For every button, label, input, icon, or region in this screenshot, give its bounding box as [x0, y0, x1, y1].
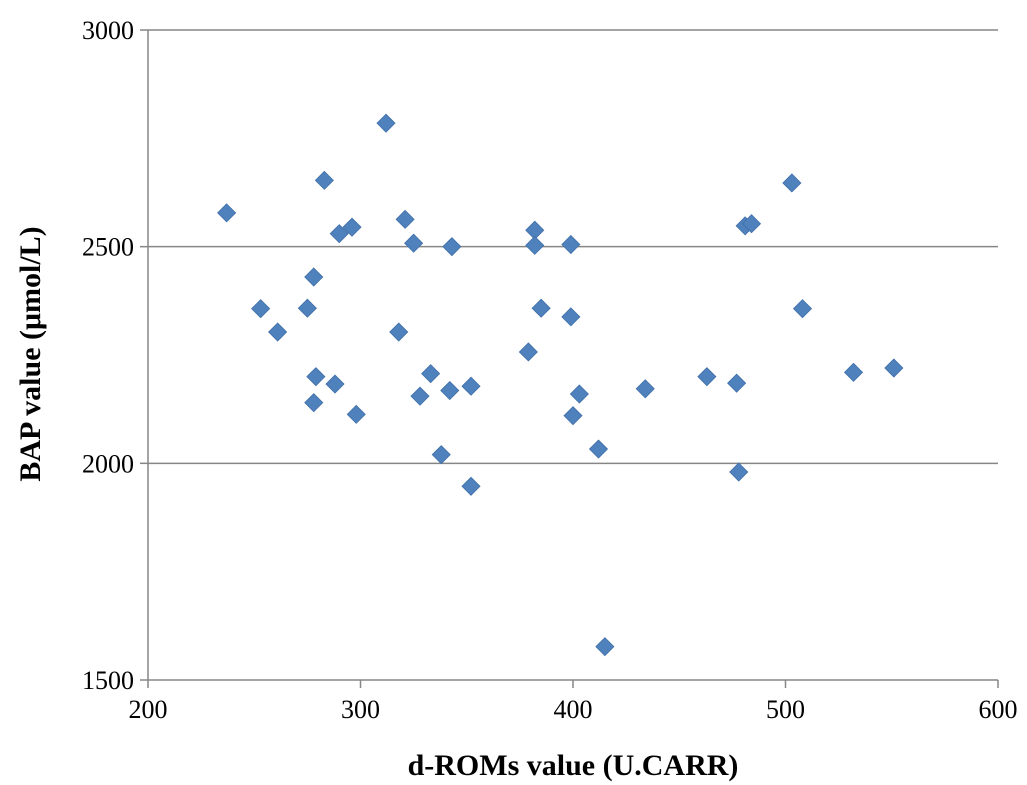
- data-point: [792, 299, 813, 319]
- y-tick-label: 2000: [82, 449, 134, 478]
- x-axis-title: d-ROMs value (U.CARR): [408, 749, 739, 782]
- data-point: [389, 322, 409, 342]
- data-point: [782, 173, 802, 193]
- data-point: [741, 214, 762, 234]
- data-point: [421, 364, 441, 384]
- data-point: [217, 203, 237, 223]
- data-point: [251, 299, 271, 319]
- data-points: [217, 113, 904, 657]
- y-tick-label: 3000: [82, 16, 134, 45]
- data-point: [729, 462, 749, 482]
- data-point: [306, 367, 326, 387]
- data-point: [342, 217, 362, 237]
- data-point: [297, 298, 317, 318]
- x-tick-label: 300: [341, 695, 380, 724]
- data-point: [635, 379, 655, 399]
- data-point: [531, 298, 551, 318]
- data-point: [563, 406, 583, 426]
- data-point: [461, 376, 481, 396]
- data-point: [727, 373, 747, 393]
- data-point: [314, 170, 334, 190]
- data-point: [440, 380, 460, 401]
- data-point: [588, 439, 609, 459]
- data-point: [518, 342, 538, 362]
- data-point: [404, 233, 424, 253]
- x-tick-label: 600: [979, 695, 1018, 724]
- x-tick-label: 200: [129, 695, 168, 724]
- data-point: [395, 209, 415, 229]
- data-point: [561, 234, 581, 255]
- data-point: [431, 445, 451, 465]
- data-point: [410, 386, 430, 406]
- y-axis-title: BAP value (μmol/L): [14, 226, 47, 481]
- data-point: [304, 393, 324, 413]
- y-tick-label: 2500: [82, 233, 134, 262]
- axes: [140, 29, 999, 688]
- data-point: [325, 374, 345, 394]
- data-point: [329, 224, 349, 244]
- y-tick-label: 1500: [82, 666, 134, 695]
- data-point: [525, 235, 545, 255]
- data-point: [884, 358, 904, 378]
- data-point: [561, 307, 581, 327]
- data-point: [595, 637, 615, 657]
- x-tick-label: 400: [554, 695, 593, 724]
- data-point: [569, 384, 589, 404]
- data-point: [697, 367, 717, 387]
- data-point: [304, 267, 324, 287]
- data-point: [461, 476, 481, 496]
- data-point: [346, 404, 366, 424]
- tick-labels: 1500 2000 2500 3000 200 300 400 500 600: [82, 16, 1018, 724]
- data-point: [442, 237, 462, 257]
- data-point: [268, 322, 288, 342]
- data-point: [843, 362, 864, 382]
- data-point: [376, 113, 396, 133]
- x-tick-label: 500: [766, 695, 805, 724]
